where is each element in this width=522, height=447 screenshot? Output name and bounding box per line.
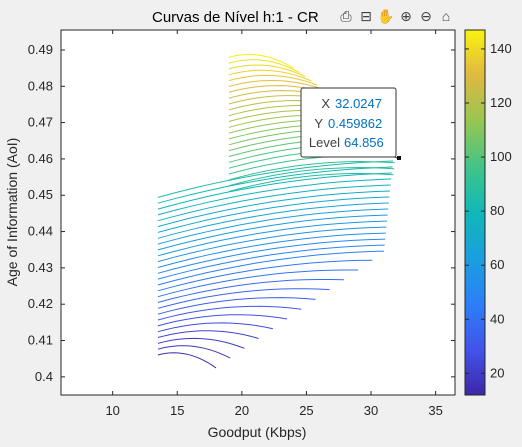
contour-line xyxy=(157,160,394,198)
contour-line xyxy=(228,59,300,73)
plot-area xyxy=(60,29,456,396)
contour-line xyxy=(228,79,324,90)
y-tick-label: 0.46 xyxy=(28,151,53,166)
contour-line xyxy=(157,259,373,292)
contour-line xyxy=(157,232,386,268)
datatip-box xyxy=(300,87,397,158)
contour-line xyxy=(157,238,386,274)
colorbar-tick-label: 140 xyxy=(490,41,512,56)
chart-title: Curvas de Nível h:1 - CR xyxy=(152,9,319,26)
y-tick-label: 0.45 xyxy=(28,187,53,202)
contour-line xyxy=(157,184,391,222)
contour-line xyxy=(157,190,391,228)
contour-line xyxy=(157,297,316,315)
y-axis: 0.4 0.41 0.42 0.43 0.44 0.45 0.46 0.47 0.48 0.49 xyxy=(28,42,455,384)
axes-toolbar: ⎙ ⊟ ✋ ⊕ ⊖ ⌂ xyxy=(337,6,455,28)
datatip-y-label: Y xyxy=(314,116,323,131)
y-axis-label: Age of Information (AoI) xyxy=(4,138,20,287)
zoom-in-icon[interactable]: ⊕ xyxy=(400,7,412,24)
y-tick-label: 0.41 xyxy=(28,333,53,348)
datatip-icon[interactable]: ⊟ xyxy=(360,7,372,24)
y-tick-label: 0.47 xyxy=(28,115,53,130)
contour-line xyxy=(228,64,306,78)
contour-line xyxy=(157,288,330,309)
x-tick-label: 10 xyxy=(105,403,119,418)
contour-line xyxy=(157,202,389,239)
contour-line xyxy=(157,166,393,204)
export-icon[interactable]: ⎙ xyxy=(340,7,352,24)
y-tick-label: 0.42 xyxy=(28,296,53,311)
contour-line xyxy=(157,305,302,321)
contour-line xyxy=(157,244,385,280)
colorbar-tick-label: 40 xyxy=(490,311,504,326)
contour-line xyxy=(157,172,392,210)
contour-line xyxy=(157,322,274,333)
x-axis: 10 15 20 25 30 35 xyxy=(105,30,443,418)
contour-line xyxy=(228,172,394,192)
contour-line xyxy=(157,337,245,349)
contour-line xyxy=(157,250,385,286)
contour-line xyxy=(157,208,389,245)
x-tick-label: 20 xyxy=(235,403,249,418)
colorbar-tick-label: 100 xyxy=(490,149,512,164)
y-tick-label: 0.4 xyxy=(35,369,53,384)
x-tick-label: 30 xyxy=(364,403,378,418)
x-tick-label: 25 xyxy=(299,403,313,418)
zoom-out-icon[interactable]: ⊖ xyxy=(420,7,432,24)
contour-line xyxy=(157,196,390,233)
colorbar-tick-label: 80 xyxy=(490,203,504,218)
contour-line xyxy=(157,352,217,369)
contour-line xyxy=(157,214,388,251)
colorbar-ticks: 20 40 60 80 100 120 140 xyxy=(465,41,512,380)
y-tick-label: 0.49 xyxy=(28,42,53,57)
colorbar xyxy=(464,29,486,396)
y-tick-label: 0.48 xyxy=(28,78,53,93)
contour-line xyxy=(228,74,318,86)
y-tick-label: 0.44 xyxy=(28,224,53,239)
datatip-x-label: X xyxy=(321,96,330,111)
datatip-marker xyxy=(397,156,401,160)
contour-line xyxy=(228,54,294,69)
x-tick-label: 35 xyxy=(428,403,442,418)
contour-line xyxy=(228,69,312,82)
x-tick-label: 15 xyxy=(170,403,184,418)
contour-line xyxy=(157,178,392,216)
contour-line xyxy=(157,345,231,359)
contour-line xyxy=(228,160,395,181)
datatip-level-label: Level xyxy=(309,135,340,150)
datatip-level-value: 64.856 xyxy=(344,135,384,150)
x-axis-label: Goodput (Kbps) xyxy=(208,424,307,440)
pan-icon[interactable]: ✋ xyxy=(377,7,395,24)
contour-line xyxy=(157,220,388,257)
datatip-y-value: 0.459862 xyxy=(328,116,382,131)
y-tick-label: 0.43 xyxy=(28,260,53,275)
contour-line xyxy=(157,330,259,339)
contour-line xyxy=(157,279,344,303)
colorbar-tick-label: 20 xyxy=(490,365,504,380)
contour-line xyxy=(157,314,288,327)
contour-line xyxy=(157,226,387,263)
home-icon[interactable]: ⌂ xyxy=(441,8,451,24)
colorbar-tick-label: 60 xyxy=(490,257,504,272)
colorbar-tick-label: 120 xyxy=(490,95,512,110)
contour-line xyxy=(228,166,395,187)
datatip[interactable]: X 32.0247 Y 0.459862 Level 64.856 xyxy=(300,87,401,160)
datatip-x-value: 32.0247 xyxy=(335,96,382,111)
contour-line xyxy=(157,269,359,298)
